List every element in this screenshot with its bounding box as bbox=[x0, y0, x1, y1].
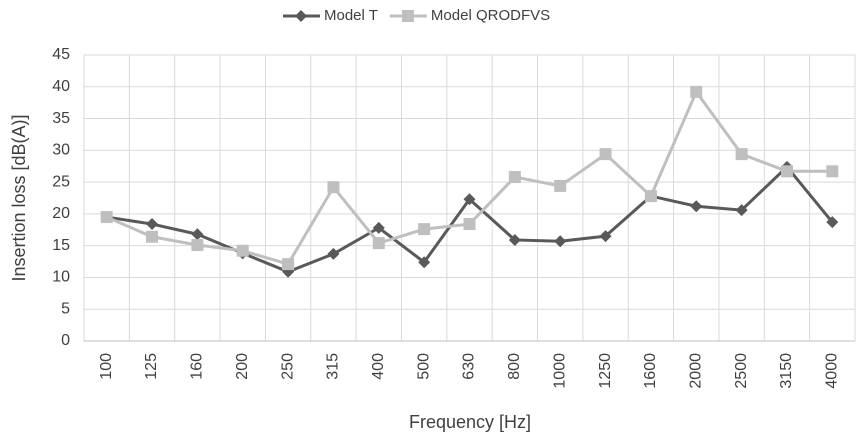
legend-label: Model T bbox=[324, 7, 378, 24]
legend-marker bbox=[295, 10, 307, 22]
data-point bbox=[463, 193, 476, 206]
y-axis-title: Insertion loss [dB(A)] bbox=[9, 114, 29, 281]
y-tick-label: 25 bbox=[52, 173, 70, 190]
data-point bbox=[599, 230, 612, 243]
data-point bbox=[327, 247, 340, 260]
x-tick-label: 800 bbox=[506, 353, 523, 380]
data-point bbox=[644, 190, 657, 203]
data-point bbox=[418, 223, 431, 236]
data-point bbox=[191, 228, 204, 241]
y-tick-label: 10 bbox=[52, 269, 70, 286]
data-point bbox=[780, 165, 793, 178]
y-tick-label: 15 bbox=[52, 237, 70, 254]
data-point bbox=[236, 244, 249, 257]
data-point bbox=[735, 204, 748, 217]
data-point bbox=[508, 233, 521, 246]
x-tick-label: 250 bbox=[279, 353, 296, 380]
x-tick-label: 1250 bbox=[597, 353, 614, 389]
x-tick-label: 630 bbox=[461, 353, 478, 380]
data-point bbox=[554, 235, 567, 248]
x-tick-label: 4000 bbox=[824, 353, 841, 389]
data-point bbox=[327, 181, 340, 194]
data-point bbox=[508, 171, 521, 184]
x-tick-label: 2000 bbox=[687, 353, 704, 389]
data-point bbox=[146, 230, 159, 243]
x-tick-label: 1000 bbox=[551, 353, 568, 389]
y-tick-label: 0 bbox=[61, 332, 70, 349]
x-tick-label: 500 bbox=[415, 353, 432, 380]
x-tick-label: 100 bbox=[98, 353, 115, 380]
legend-label: Model QRODFVS bbox=[431, 7, 550, 24]
data-point bbox=[690, 85, 703, 98]
data-point bbox=[146, 218, 159, 231]
y-tick-label: 30 bbox=[52, 142, 70, 159]
data-point bbox=[690, 200, 703, 213]
x-axis-title: Frequency [Hz] bbox=[409, 412, 531, 432]
y-tick-label: 40 bbox=[52, 78, 70, 95]
data-point bbox=[282, 258, 295, 271]
x-tick-label: 125 bbox=[143, 353, 160, 380]
x-tick-label: 200 bbox=[234, 353, 251, 380]
data-point bbox=[100, 211, 113, 224]
x-tick-label: 160 bbox=[189, 353, 206, 380]
data-point bbox=[372, 221, 385, 234]
y-tick-label: 35 bbox=[52, 110, 70, 127]
data-point bbox=[599, 148, 612, 161]
x-tick-label: 315 bbox=[325, 353, 342, 380]
data-point bbox=[463, 218, 476, 231]
data-point bbox=[826, 165, 839, 178]
y-tick-label: 20 bbox=[52, 205, 70, 222]
data-point bbox=[191, 239, 204, 252]
data-point bbox=[735, 148, 748, 161]
x-tick-label: 2500 bbox=[733, 353, 750, 389]
data-point bbox=[554, 179, 567, 192]
x-tick-label: 1600 bbox=[642, 353, 659, 389]
legend-marker bbox=[401, 10, 414, 22]
y-tick-label: 45 bbox=[52, 46, 70, 63]
x-tick-label: 3150 bbox=[778, 353, 795, 389]
data-point bbox=[372, 237, 385, 250]
data-point bbox=[826, 216, 839, 229]
series-line bbox=[106, 88, 833, 266]
y-tick-label: 5 bbox=[61, 300, 70, 317]
x-tick-label: 400 bbox=[370, 353, 387, 380]
data-point bbox=[418, 256, 431, 269]
